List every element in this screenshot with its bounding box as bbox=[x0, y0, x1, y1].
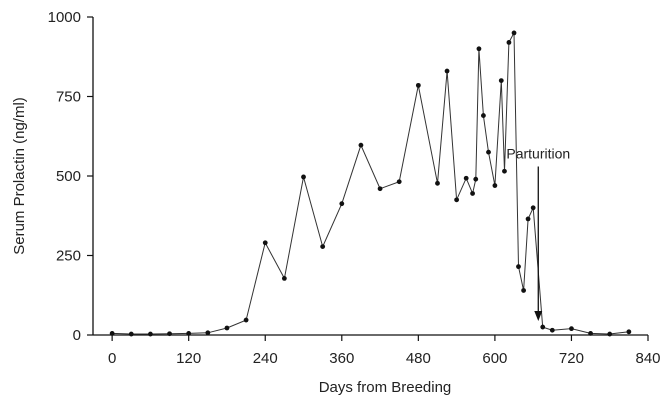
data-point bbox=[506, 40, 512, 45]
data-point bbox=[224, 325, 230, 331]
y-tick-label: 250 bbox=[56, 248, 81, 265]
data-point bbox=[511, 30, 517, 36]
data-point bbox=[569, 326, 574, 332]
data-point bbox=[128, 331, 134, 337]
y-tick-label: 750 bbox=[56, 89, 81, 106]
data-point bbox=[588, 331, 593, 336]
data-point bbox=[530, 205, 536, 211]
data-point bbox=[435, 180, 440, 186]
data-point bbox=[463, 175, 469, 181]
x-tick-label: 720 bbox=[559, 350, 584, 367]
data-point bbox=[486, 149, 491, 155]
x-tick-label: 360 bbox=[329, 350, 354, 367]
y-tick-label: 500 bbox=[56, 168, 81, 185]
data-point bbox=[262, 240, 268, 246]
data-point bbox=[243, 317, 249, 323]
data-point bbox=[205, 330, 211, 336]
y-tick-label: 0 bbox=[73, 327, 81, 344]
y-tick-label: 1000 bbox=[48, 9, 81, 26]
data-point bbox=[607, 331, 613, 337]
data-point bbox=[498, 78, 504, 83]
data-point bbox=[377, 186, 383, 192]
data-point bbox=[516, 264, 521, 270]
annotation-label: Parturition bbox=[506, 146, 570, 162]
data-point bbox=[167, 331, 172, 337]
data-point bbox=[396, 179, 402, 185]
data-point bbox=[109, 331, 115, 336]
x-tick-label: 600 bbox=[482, 350, 507, 367]
data-point bbox=[626, 329, 632, 335]
data-point bbox=[540, 324, 546, 330]
annotation-layer: Parturition bbox=[506, 146, 570, 322]
x-tick-label: 240 bbox=[253, 350, 278, 367]
x-tick-label: 840 bbox=[635, 350, 660, 367]
data-point bbox=[339, 201, 345, 207]
data-point bbox=[521, 288, 527, 293]
data-point bbox=[476, 46, 482, 52]
data-point bbox=[320, 244, 326, 249]
data-point bbox=[492, 183, 498, 188]
x-tick-label: 0 bbox=[108, 350, 116, 367]
data-point bbox=[444, 68, 450, 74]
data-point bbox=[454, 197, 460, 203]
data-point bbox=[415, 82, 421, 88]
series-line bbox=[112, 30, 629, 335]
x-axis-label: Days from Breeding bbox=[319, 379, 452, 396]
data-point bbox=[549, 327, 555, 333]
data-point bbox=[481, 113, 486, 118]
annotation-arrow-head bbox=[534, 311, 543, 322]
data-point bbox=[186, 331, 192, 336]
x-tick-label: 480 bbox=[406, 350, 431, 367]
data-point bbox=[148, 331, 153, 337]
data-point bbox=[470, 191, 475, 196]
axes: 0 120 240 360 480 600 720 840 0 250 500 750 1000 bbox=[48, 9, 660, 367]
data-point bbox=[473, 176, 479, 182]
x-tick-label: 120 bbox=[176, 350, 201, 367]
data-point bbox=[281, 275, 287, 281]
data-point bbox=[301, 174, 306, 180]
data-point bbox=[502, 168, 507, 174]
data-point bbox=[525, 216, 531, 222]
series-layer bbox=[109, 30, 632, 337]
y-axis-label: Serum Prolactin (ng/ml) bbox=[11, 97, 28, 255]
data-point bbox=[358, 142, 364, 148]
